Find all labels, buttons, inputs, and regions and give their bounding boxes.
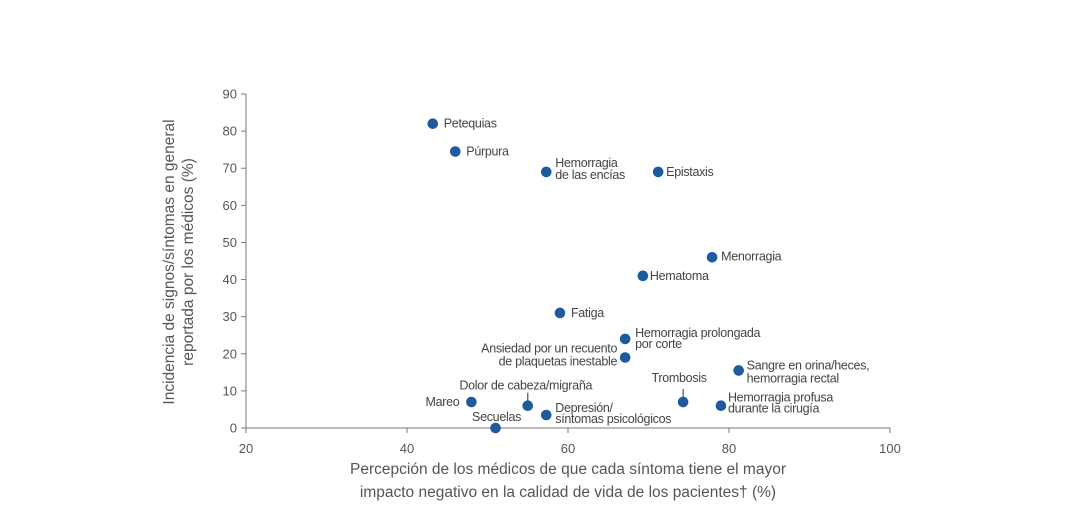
- point-label: Mareo: [425, 395, 459, 409]
- y-axis-title-line: Incidencia de signos/síntomas en general: [161, 119, 178, 404]
- point-label: Dolor de cabeza/migraña: [459, 379, 592, 393]
- point-label: Hemorragia: [555, 156, 618, 170]
- x-tick-label: 20: [239, 441, 253, 456]
- data-point: [706, 251, 718, 263]
- point-label: Menorragia: [721, 249, 782, 263]
- data-point: [619, 352, 631, 363]
- x-tick-label: 100: [879, 441, 901, 456]
- data-point: [619, 333, 631, 345]
- point-label: Hemorragia profusa: [728, 391, 833, 405]
- y-tick-label: 10: [223, 383, 237, 398]
- y-axis-title-line: reportada por los médicos (%): [180, 158, 197, 366]
- data-point: [733, 365, 744, 376]
- data-point: [540, 166, 552, 178]
- point-label: Epistaxis: [666, 165, 713, 179]
- data-point: [490, 422, 501, 434]
- x-tick-label: 40: [400, 441, 414, 456]
- point-label: durante la cirugía: [728, 402, 820, 416]
- point-label: Hemorragia prolongada: [635, 326, 760, 340]
- data-point: [554, 307, 566, 319]
- point-label: Púrpura: [466, 145, 509, 159]
- y-tick-label: 80: [223, 124, 237, 139]
- point-label: síntomas psicológicos: [555, 412, 671, 426]
- point-label: Sangre en orina/heces,: [747, 358, 870, 372]
- y-tick-label: 60: [223, 198, 237, 213]
- data-point: [652, 166, 664, 178]
- x-tick-label: 80: [722, 441, 736, 456]
- y-tick-label: 30: [223, 309, 237, 324]
- point-label: Fatiga: [571, 306, 604, 320]
- y-tick-label: 40: [223, 272, 237, 287]
- data-point: [427, 118, 439, 129]
- point-label: Hematoma: [650, 269, 709, 283]
- data-point: [637, 270, 649, 282]
- point-label: de plaquetas inestable: [499, 354, 618, 368]
- point-label: Depresión/: [555, 401, 613, 415]
- data-point: [715, 400, 727, 412]
- data-point: [677, 396, 689, 408]
- x-tick-label: 60: [561, 441, 575, 456]
- x-axis-title-line: impacto negativo en la calidad de vida d…: [360, 484, 776, 501]
- x-axis-title-line: Percepción de los médicos de que cada sí…: [350, 461, 786, 478]
- point-label: Ansiedad por un recuento: [481, 341, 617, 355]
- data-point: [540, 409, 552, 421]
- point-label: Trombosis: [652, 371, 707, 385]
- y-tick-label: 20: [223, 346, 237, 361]
- data-point: [466, 396, 477, 408]
- point-label: por corte: [635, 337, 682, 351]
- y-tick-label: 90: [223, 87, 237, 102]
- y-tick-label: 50: [223, 235, 237, 250]
- point-label: hemorragia rectal: [747, 371, 839, 385]
- data-point: [522, 400, 534, 412]
- y-tick-label: 0: [230, 421, 237, 436]
- y-tick-label: 70: [223, 161, 237, 176]
- point-label: de las encías: [555, 168, 625, 182]
- point-label: Petequias: [444, 117, 497, 131]
- data-point: [450, 146, 461, 157]
- point-label: Secuelas: [472, 410, 521, 424]
